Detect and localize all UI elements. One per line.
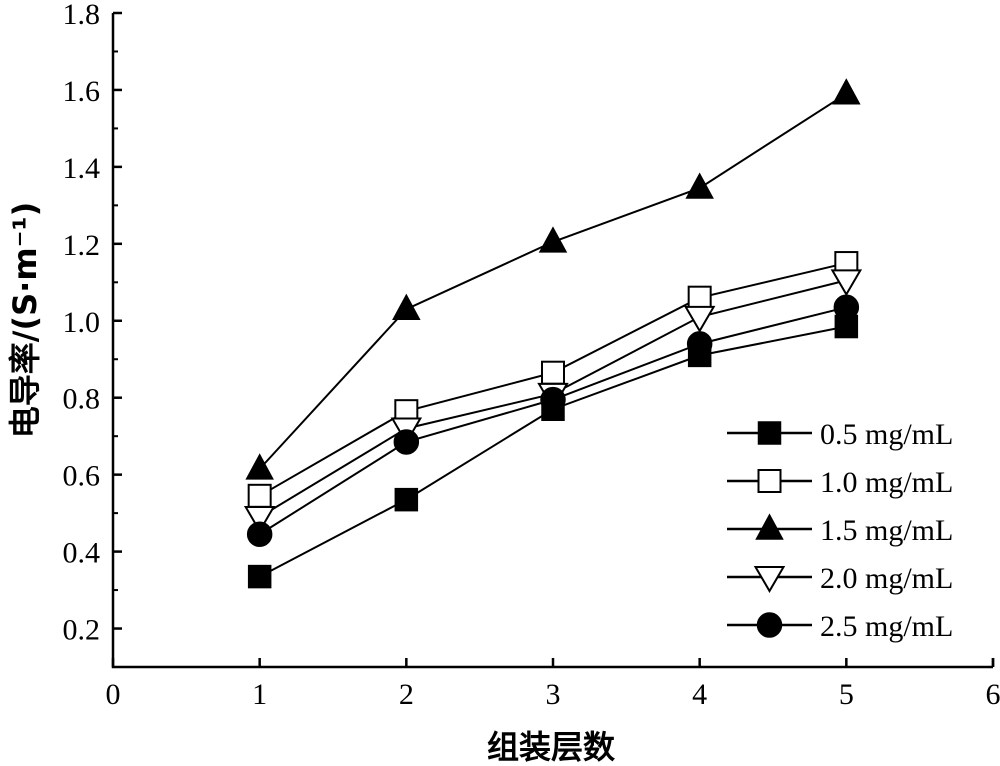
data-point bbox=[686, 331, 713, 357]
legend-item: 2.0 mg/mL bbox=[727, 562, 953, 595]
x-tick-label: 1 bbox=[252, 678, 267, 711]
data-point bbox=[246, 521, 273, 548]
data-point bbox=[833, 294, 860, 321]
x-tick-label: 0 bbox=[106, 678, 121, 711]
series-2 bbox=[247, 251, 859, 508]
data-point bbox=[541, 360, 565, 385]
data-point bbox=[683, 305, 716, 333]
series-1 bbox=[247, 314, 859, 589]
axes: 0 1 2 3 4 5 6 0.2 0.4 0.6 0.8 1.0 1.2 1.4 1.6 1.8 bbox=[63, 0, 1000, 711]
y-tick-label: 1.0 bbox=[63, 306, 101, 339]
data-point bbox=[540, 386, 566, 413]
y-tick-label: 0.8 bbox=[63, 383, 101, 416]
legend-item: 0.5 mg/mL bbox=[727, 418, 953, 451]
y-tick-label: 0.6 bbox=[63, 460, 101, 493]
x-tick-label: 2 bbox=[399, 678, 414, 711]
data-point bbox=[685, 172, 714, 199]
legend-item: 1.0 mg/mL bbox=[727, 466, 953, 499]
data-point bbox=[394, 487, 419, 512]
x-tick-label: 4 bbox=[692, 678, 707, 711]
y-tick-label: 1.2 bbox=[63, 229, 101, 262]
series-layer bbox=[243, 78, 863, 589]
data-point bbox=[538, 226, 568, 253]
y-tick-label: 0.2 bbox=[63, 614, 101, 647]
legend-label: 1.5 mg/mL bbox=[820, 514, 953, 547]
legend-marker bbox=[757, 469, 782, 493]
legend-marker bbox=[757, 421, 782, 445]
y-tick-label: 1.6 bbox=[63, 75, 101, 108]
data-point bbox=[243, 505, 276, 533]
legend-item: 2.5 mg/mL bbox=[727, 610, 953, 643]
legend-label: 2.0 mg/mL bbox=[820, 562, 953, 595]
data-point bbox=[247, 483, 272, 508]
x-axis-title: 组装层数 bbox=[487, 728, 616, 766]
data-point bbox=[687, 285, 712, 310]
data-point bbox=[830, 269, 863, 297]
x-tick-label: 5 bbox=[839, 678, 854, 711]
data-point bbox=[392, 293, 421, 320]
data-point bbox=[247, 564, 272, 589]
y-axis-title: 电导率/(S·m⁻¹) bbox=[6, 202, 44, 438]
legend: 0.5 mg/mL 1.0 mg/mL 1.5 mg/mL 2.0 mg/mL 2.5 … bbox=[727, 418, 953, 643]
y-tick-label: 1.4 bbox=[63, 152, 101, 185]
legend-label: 1.0 mg/mL bbox=[820, 466, 953, 499]
legend-marker bbox=[753, 566, 786, 593]
data-point bbox=[393, 429, 420, 455]
series-5 bbox=[246, 294, 860, 548]
legend-label: 0.5 mg/mL bbox=[820, 418, 953, 451]
legend-marker bbox=[755, 513, 784, 540]
data-point bbox=[832, 78, 861, 105]
y-tick-label: 1.8 bbox=[63, 0, 101, 31]
x-tick-label: 3 bbox=[546, 678, 561, 711]
legend-label: 2.5 mg/mL bbox=[820, 610, 953, 643]
series-3 bbox=[245, 78, 861, 480]
y-tick-label: 0.4 bbox=[63, 537, 101, 570]
data-point bbox=[245, 453, 274, 480]
legend-marker bbox=[756, 612, 783, 638]
legend-item: 1.5 mg/mL bbox=[727, 513, 953, 547]
x-tick-label: 6 bbox=[986, 678, 1000, 711]
